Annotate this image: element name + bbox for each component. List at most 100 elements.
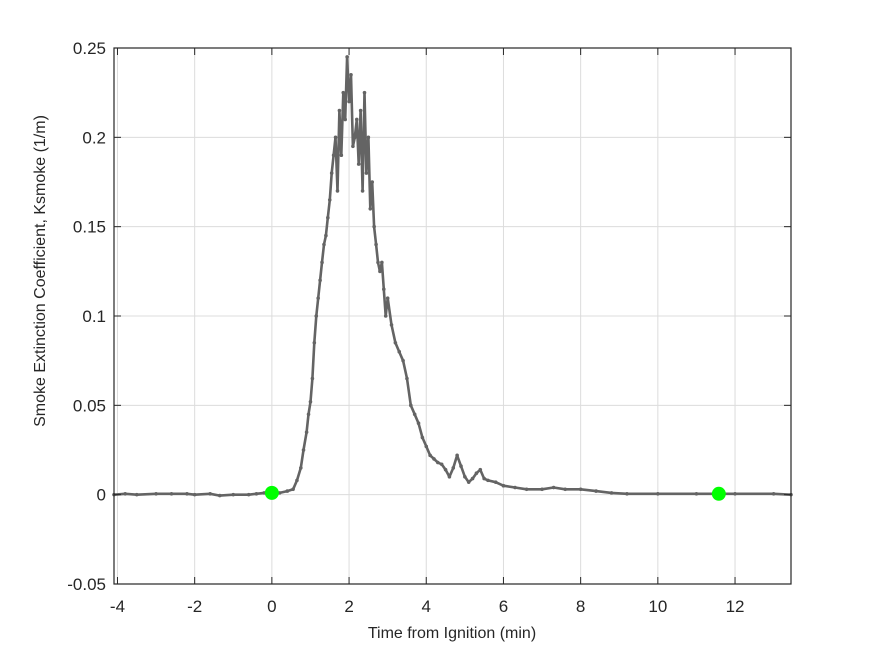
data-point-marker [310,376,315,381]
data-point-marker [351,144,355,149]
data-point-marker [185,491,189,496]
data-point-marker [470,476,475,481]
data-point-marker [551,485,556,490]
data-point-marker [656,491,660,496]
y-tick-label: 0.05 [73,396,106,415]
data-point-marker [169,491,174,496]
data-point-marker [301,448,306,452]
data-point-marker [439,462,444,467]
y-tick-label: 0.2 [82,128,106,147]
data-point-marker [540,487,544,492]
data-point-marker [341,90,346,95]
data-point-marker [409,403,413,408]
data-point-marker [134,492,139,497]
data-point-marker [320,260,324,265]
x-tick-label: 8 [576,597,585,616]
data-point-marker [563,487,568,492]
y-tick-label: 0.1 [82,307,106,326]
data-point-marker [474,471,479,476]
data-point-marker [231,492,236,497]
x-tick-label: 0 [267,597,276,616]
x-tick-labels: -4 -2 0 2 4 6 8 10 12 [110,597,745,616]
data-point-marker [609,491,614,495]
y-tick-label: 0 [97,486,106,505]
data-point-marker [368,207,373,211]
data-point-marker [393,341,398,345]
data-point-marker [208,491,212,496]
data-point-marker [578,487,583,492]
data-point-marker [436,460,440,465]
data-point-marker [337,108,342,113]
data-point-marker [733,491,737,496]
data-point-marker [327,198,332,202]
data-point-marker [463,475,467,479]
y-axis-label: Smoke Extinction Coefficient, Ksmoke (1/… [32,115,49,427]
data-point-marker [383,314,388,318]
data-point-marker [381,287,386,292]
x-tick-label: 4 [422,597,431,616]
data-point-marker [389,323,394,327]
data-point-marker [401,358,405,363]
data-point-marker [482,476,486,481]
data-point-marker [443,467,448,472]
data-point-marker [314,314,319,318]
data-point-marker [397,349,402,354]
x-axis-label: Time from Ignition (min) [368,625,536,642]
data-point-marker [385,296,390,300]
x-tick-label: -2 [187,597,202,616]
data-point-marker [299,466,303,470]
data-point-marker [374,242,378,247]
y-tick-label: -0.05 [67,575,106,594]
x-tick-label: 12 [726,597,745,616]
data-point-marker [459,464,463,468]
data-point-marker [347,99,351,104]
x-tick-label: -4 [110,597,125,616]
data-point-marker [154,491,158,496]
data-point-marker [285,489,290,493]
data-point-marker [428,453,432,458]
data-point-marker [349,73,353,77]
data-point-marker [335,189,340,193]
data-point-marker [416,421,421,426]
data-point-marker [412,412,417,417]
event-marker-dot [264,485,279,500]
y-tick-labels: -0.05 0 0.05 0.1 0.15 0.2 0.25 [67,39,106,594]
data-point-marker [447,475,452,479]
data-point-marker [466,480,471,484]
data-point-marker [329,171,334,175]
data-point-marker [594,489,598,493]
x-tick-label: 2 [344,597,353,616]
x-tick-label: 6 [499,597,508,616]
x-tick-label: 10 [648,597,667,616]
data-point-marker [123,491,127,496]
data-point-marker [343,117,347,122]
data-point-marker [478,467,483,472]
data-series [112,55,793,498]
data-point-marker [420,435,425,440]
y-tick-label: 0.15 [73,218,106,237]
data-point-marker [360,189,365,193]
data-point-marker [339,153,344,157]
data-point-marker [358,108,363,113]
data-point-marker [378,269,382,274]
data-point-marker [376,260,380,265]
data-point-marker [493,480,498,484]
data-point-marker [316,296,320,300]
ksmoke-line [113,55,792,497]
data-point-marker [771,491,776,496]
data-point-marker [451,466,456,470]
data-point-marker [326,215,330,220]
event-markers [264,485,726,501]
data-point-marker [304,430,309,434]
data-point-marker [625,491,629,496]
data-point-marker [486,478,490,483]
data-point-marker [322,242,326,247]
data-point-marker [356,162,361,166]
data-point-marker [524,487,529,492]
data-point-marker [345,55,349,59]
data-point-marker [501,483,506,488]
data-point-marker [353,135,357,140]
data-point-marker [331,153,336,157]
